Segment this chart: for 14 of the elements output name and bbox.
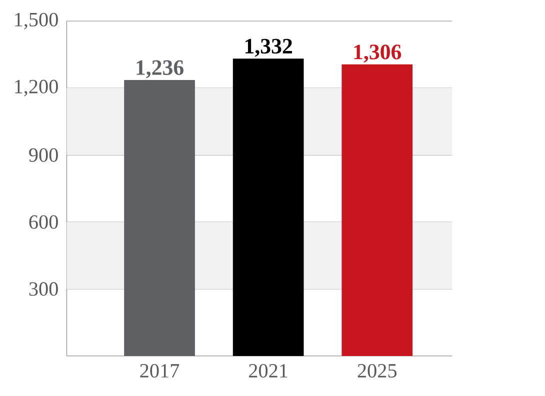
data-label: 1,332 <box>245 39 292 57</box>
x-tick-label: 2021 <box>249 364 288 378</box>
y-tick-label: 300 <box>29 282 58 296</box>
y-tick-label: 1,500 <box>15 13 58 30</box>
data-label: 1,236 <box>136 60 184 78</box>
bar <box>342 64 413 356</box>
y-tick-label: 1,200 <box>15 80 58 97</box>
x-tick-label: 2025 <box>358 364 396 378</box>
data-label: 1,306 <box>354 44 402 63</box>
bar <box>232 58 304 356</box>
y-tick-label: 600 <box>29 215 58 230</box>
bar <box>124 80 195 356</box>
x-tick-label: 2017 <box>140 364 180 378</box>
y-tick-label: 900 <box>29 148 58 162</box>
